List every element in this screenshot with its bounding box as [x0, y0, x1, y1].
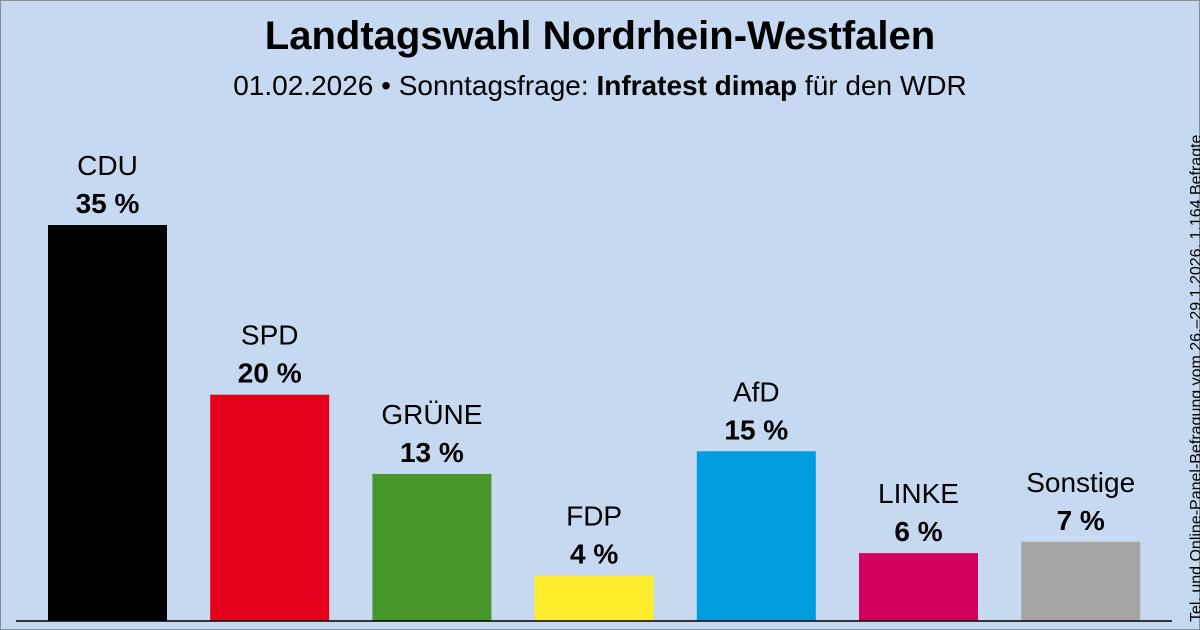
- value-label-gr-ne: 13 %: [400, 437, 464, 468]
- value-label-sonstige: 7 %: [1057, 505, 1105, 536]
- bar-fdp: [534, 575, 654, 621]
- category-label-gr-ne: GRÜNE: [381, 399, 482, 430]
- category-label-fdp: FDP: [566, 501, 622, 532]
- category-label-spd: SPD: [241, 320, 299, 351]
- value-label-fdp: 4 %: [570, 539, 618, 570]
- chart-subtitle: 01.02.2026 • Sonntagsfrage: Infratest di…: [0, 70, 1200, 102]
- chart-title: Landtagswahl Nordrhein-Westfalen: [264, 14, 936, 58]
- category-label-sonstige: Sonstige: [1026, 467, 1135, 498]
- subtitle-client: für den WDR: [797, 70, 967, 101]
- bar-linke: [859, 553, 978, 621]
- value-label-cdu: 35 %: [76, 188, 140, 219]
- methodology-note: Tel. und Online-Panel-Befragung vom 26.–…: [1188, 134, 1200, 622]
- value-label-afd: 15 %: [724, 414, 788, 445]
- category-label-linke: LINKE: [878, 478, 959, 509]
- value-label-linke: 6 %: [894, 516, 942, 547]
- category-label-afd: AfD: [733, 376, 780, 407]
- subtitle-date-prefix: 01.02.2026 • Sonntagsfrage:: [233, 70, 597, 101]
- bar-gr-ne: [372, 473, 492, 621]
- bars-group: 35 % CDU 20 % SPD 13 % GRÜNE 4 % FDP 15 % AfD 6 % L…: [48, 150, 1141, 621]
- bar-spd: [210, 394, 330, 621]
- bar-afd: [696, 451, 816, 621]
- bar-cdu: [48, 225, 167, 621]
- category-label-cdu: CDU: [77, 150, 138, 181]
- value-label-spd: 20 %: [238, 358, 302, 389]
- subtitle-institute: Infratest dimap: [596, 70, 798, 101]
- bar-sonstige: [1021, 541, 1141, 621]
